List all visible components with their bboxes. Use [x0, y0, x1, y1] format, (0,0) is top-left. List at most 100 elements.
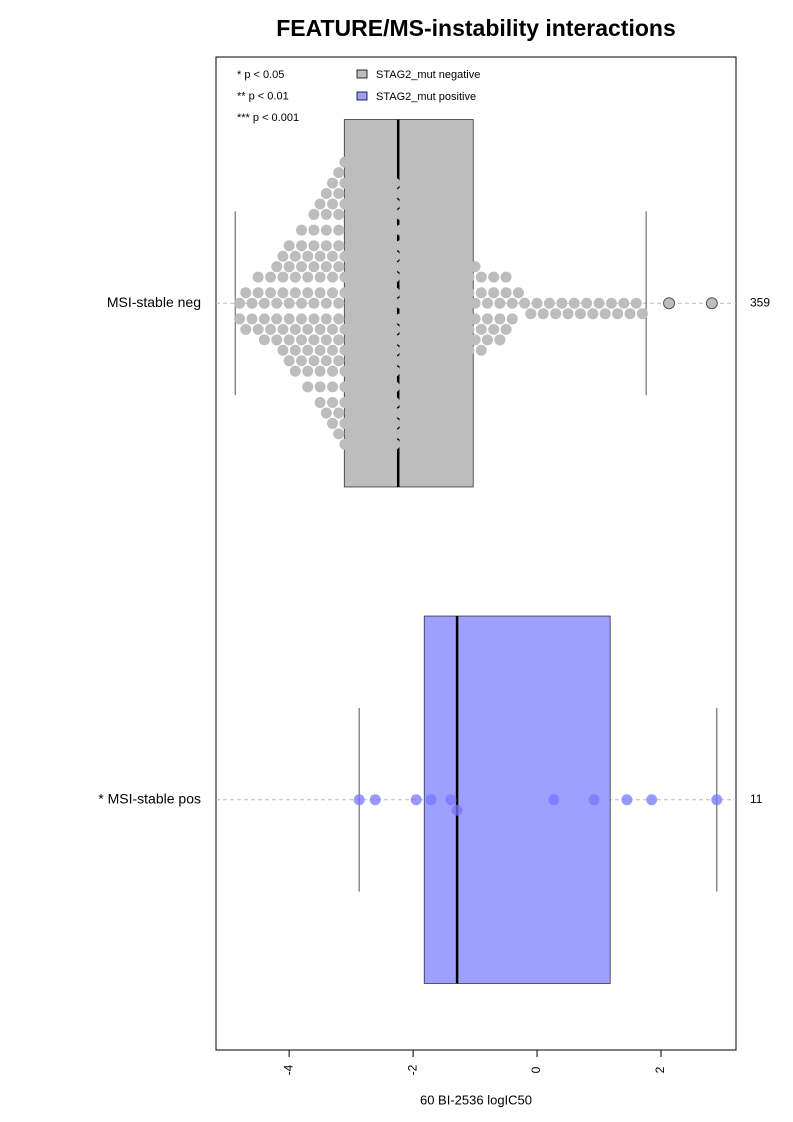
data-point	[353, 794, 365, 806]
data-point	[265, 323, 277, 335]
data-point	[345, 334, 357, 346]
data-point	[302, 323, 314, 335]
data-point	[333, 297, 345, 309]
data-point	[327, 250, 339, 262]
data-point	[302, 250, 314, 262]
data-point	[382, 167, 394, 179]
data-point	[283, 334, 295, 346]
data-point	[277, 250, 289, 262]
data-point	[469, 261, 481, 273]
data-point	[345, 240, 357, 252]
data-point	[364, 454, 376, 466]
data-point	[234, 313, 246, 325]
data-point	[314, 287, 326, 299]
data-point	[488, 323, 500, 335]
data-point	[494, 313, 506, 325]
data-point	[320, 188, 332, 200]
data-point	[531, 297, 543, 309]
data-point	[401, 417, 413, 429]
data-point	[333, 188, 345, 200]
data-point	[426, 271, 438, 283]
data-point	[463, 344, 475, 356]
legend-swatch	[356, 91, 368, 101]
data-point	[314, 198, 326, 210]
data-point	[351, 287, 363, 299]
data-point	[320, 240, 332, 252]
data-point	[407, 428, 419, 440]
data-point	[376, 177, 388, 189]
data-point	[450, 344, 462, 356]
data-point	[401, 381, 413, 393]
data-point	[395, 208, 407, 220]
data-point	[500, 271, 512, 283]
data-point	[351, 438, 363, 450]
x-axis-label: 60 BI-2536 logIC50	[420, 1092, 532, 1107]
data-point	[364, 250, 376, 262]
data-point	[407, 313, 419, 325]
data-point	[308, 313, 320, 325]
data-point	[444, 297, 456, 309]
data-point	[388, 438, 400, 450]
data-point	[370, 240, 382, 252]
data-point	[258, 297, 270, 309]
data-point	[419, 355, 431, 367]
data-point	[364, 177, 376, 189]
data-point	[271, 297, 283, 309]
data-point	[308, 224, 320, 236]
data-point	[401, 198, 413, 210]
legend-label: STAG2_mut positive	[376, 91, 476, 103]
data-point	[519, 297, 531, 309]
data-point	[364, 438, 376, 450]
data-point	[382, 428, 394, 440]
data-point	[401, 177, 413, 189]
data-point	[314, 344, 326, 356]
data-point	[537, 308, 549, 320]
data-point	[351, 365, 363, 377]
data-point	[296, 224, 308, 236]
data-point	[438, 323, 450, 335]
data-point	[388, 381, 400, 393]
data-point	[296, 261, 308, 273]
data-point	[289, 323, 301, 335]
data-point	[246, 313, 258, 325]
data-point	[327, 271, 339, 283]
data-point	[358, 355, 370, 367]
data-point	[339, 381, 351, 393]
data-point	[574, 308, 586, 320]
data-point	[302, 287, 314, 299]
data-point	[333, 224, 345, 236]
data-point	[358, 297, 370, 309]
data-point	[283, 355, 295, 367]
data-point	[475, 323, 487, 335]
data-point	[395, 313, 407, 325]
data-point	[320, 355, 332, 367]
data-point	[345, 167, 357, 179]
data-point	[382, 261, 394, 273]
data-point	[364, 323, 376, 335]
data-point	[339, 198, 351, 210]
x-tick-label: -4	[281, 1064, 295, 1075]
data-point	[271, 334, 283, 346]
legend-swatch	[356, 69, 368, 79]
data-point	[388, 177, 400, 189]
data-point	[358, 167, 370, 179]
data-point	[296, 297, 308, 309]
data-point	[358, 240, 370, 252]
data-point	[320, 261, 332, 273]
data-point	[588, 794, 600, 806]
data-point	[339, 344, 351, 356]
data-point	[327, 381, 339, 393]
data-point	[401, 397, 413, 409]
data-point	[370, 151, 382, 163]
data-point	[395, 224, 407, 236]
data-point	[351, 397, 363, 409]
data-point	[711, 794, 723, 806]
data-point	[432, 261, 444, 273]
data-point	[506, 313, 518, 325]
data-point	[327, 397, 339, 409]
data-point	[388, 344, 400, 356]
data-point	[432, 313, 444, 325]
data-point	[327, 177, 339, 189]
